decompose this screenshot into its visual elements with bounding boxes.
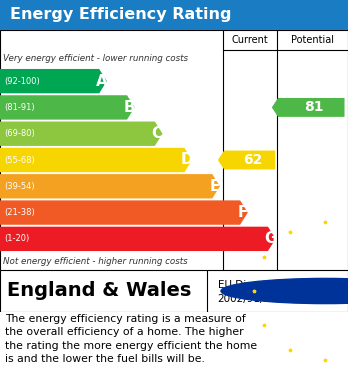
Text: 2002/91/EC: 2002/91/EC — [218, 294, 278, 303]
Polygon shape — [272, 98, 345, 117]
Text: EU Directive: EU Directive — [218, 280, 282, 290]
Text: 62: 62 — [243, 153, 262, 167]
Text: (55-68): (55-68) — [4, 156, 35, 165]
Text: 81: 81 — [304, 100, 324, 115]
Polygon shape — [0, 95, 135, 120]
Text: (1-20): (1-20) — [4, 234, 30, 243]
Text: (92-100): (92-100) — [4, 77, 40, 86]
Text: (21-38): (21-38) — [4, 208, 35, 217]
Text: B: B — [124, 100, 135, 115]
Text: (81-91): (81-91) — [4, 103, 35, 112]
Polygon shape — [0, 69, 107, 93]
Text: Energy Efficiency Rating: Energy Efficiency Rating — [10, 7, 232, 23]
Text: G: G — [264, 231, 277, 246]
Polygon shape — [218, 151, 275, 169]
Circle shape — [221, 278, 348, 303]
Text: Potential: Potential — [291, 35, 334, 45]
Polygon shape — [0, 122, 163, 146]
Text: C: C — [152, 126, 163, 141]
Polygon shape — [0, 148, 192, 172]
Text: England & Wales: England & Wales — [7, 282, 191, 301]
Text: D: D — [180, 152, 193, 167]
Text: Not energy efficient - higher running costs: Not energy efficient - higher running co… — [3, 257, 188, 266]
Text: Very energy efficient - lower running costs: Very energy efficient - lower running co… — [3, 54, 189, 63]
Text: F: F — [237, 205, 248, 220]
Text: A: A — [96, 74, 107, 89]
Text: (39-54): (39-54) — [4, 182, 35, 191]
Polygon shape — [0, 227, 276, 251]
Text: (69-80): (69-80) — [4, 129, 35, 138]
Text: Current: Current — [231, 35, 268, 45]
Polygon shape — [0, 201, 248, 225]
Text: E: E — [209, 179, 220, 194]
Polygon shape — [0, 174, 220, 199]
Text: The energy efficiency rating is a measure of
the overall efficiency of a home. T: The energy efficiency rating is a measur… — [5, 314, 257, 364]
